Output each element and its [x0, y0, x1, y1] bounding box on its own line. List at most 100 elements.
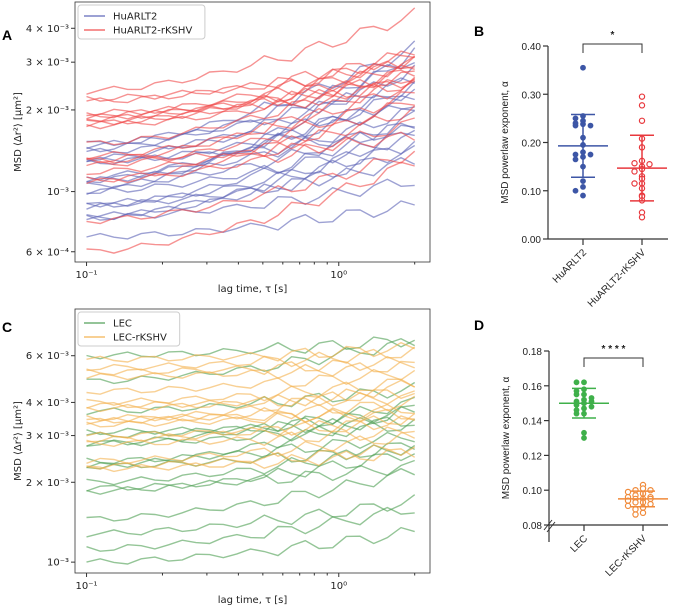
series-line-lec: [86, 336, 416, 360]
y-tick-label: 2 × 10⁻³: [26, 105, 69, 116]
data-point: [580, 178, 586, 185]
panel-d-chart: 0.08 0.10 0.12 0.14 0.16 0.18 MSD powerlaw exp…: [501, 344, 668, 579]
data-point: [632, 511, 639, 518]
series-line-huarlt2-rkshv: [86, 52, 415, 119]
x-axis-label: lag time, τ [s]: [218, 284, 288, 295]
data-point: [587, 151, 594, 158]
series-line-lec: [86, 405, 415, 439]
category-label: HuARLT2-rKSHV: [586, 247, 648, 309]
y-tick-label: 10⁻³: [47, 187, 69, 198]
legend: HuARLT2 HuARLT2-rKSHV: [77, 4, 206, 40]
y-tick-label: 4 × 10⁻³: [26, 24, 69, 35]
series-line-lec: [86, 442, 415, 486]
series-line-huarlt2-rkshv: [86, 91, 415, 167]
data-point: [647, 487, 654, 494]
y-tick-label: 0.14: [523, 417, 543, 428]
data-point: [631, 180, 638, 187]
y-tick-label: 0.16: [523, 382, 543, 393]
series-line-huarlt2: [86, 94, 415, 154]
series-line-lec-rkshv: [86, 355, 415, 376]
data-point: [646, 161, 653, 168]
series-line-lec-rkshv: [86, 341, 415, 363]
panel-letter-b: B: [474, 23, 484, 39]
legend-label: LEC: [113, 319, 132, 330]
data-point: [631, 168, 638, 175]
series-line-huarlt2-rkshv: [86, 161, 415, 254]
data-point: [631, 160, 638, 167]
y-axis-label: MSD powerlaw exponent, α: [500, 81, 511, 204]
series-line-huarlt2-rkshv: [86, 150, 416, 225]
significance-bracket: [582, 43, 643, 53]
series-line-huarlt2-rkshv: [86, 60, 415, 102]
data-point: [572, 151, 579, 158]
legend-label: HuARLT2-rKSHV: [113, 26, 192, 37]
data-point: [638, 214, 646, 221]
data-point: [581, 379, 587, 386]
series-line-lec-rkshv: [86, 448, 416, 473]
y-tick-label: 0.20: [522, 139, 542, 150]
data-point: [588, 403, 595, 410]
panel-letter-d: D: [474, 317, 484, 333]
x-tick-label: 10⁻¹: [76, 270, 98, 281]
data-point: [587, 122, 594, 129]
y-tick-label: 3 × 10⁻³: [26, 431, 69, 442]
data-point: [639, 509, 647, 517]
significance-stars: * * * *: [602, 344, 626, 355]
series-line-lec: [86, 526, 415, 565]
series-line-huarlt2: [86, 178, 415, 221]
series-line-huarlt2-rkshv: [86, 77, 416, 117]
series-line-huarlt2: [86, 132, 415, 221]
panel-a-chart: 4 × 10⁻³ 3 × 10⁻³ 2 × 10⁻³ 10⁻³ 6 × 10⁻⁴ 10⁻¹…: [13, 1, 431, 295]
plot-frame: [74, 1, 431, 263]
data-point: [572, 115, 579, 122]
data-point: [572, 187, 579, 194]
data-point: [624, 488, 632, 496]
series-line-lec-rkshv: [86, 378, 416, 406]
series-line-lec: [86, 431, 415, 465]
y-tick-label: 0.12: [523, 451, 543, 462]
series-line-lec-rkshv: [86, 395, 416, 425]
series-line-lec: [86, 453, 416, 495]
series-line-huarlt2: [86, 156, 416, 208]
series-line-lec: [86, 418, 416, 447]
y-tick-label: 6 × 10⁻³: [26, 351, 69, 362]
x-tick-label: 10⁰: [330, 581, 347, 592]
legend-box: [77, 4, 206, 40]
data-point: [573, 379, 580, 386]
series-line-huarlt2-rkshv: [86, 131, 416, 164]
series-line-huarlt2-rkshv: [86, 50, 415, 104]
y-tick-label: 6 × 10⁻⁴: [26, 247, 69, 258]
legend: LEC LEC-rKSHV: [77, 311, 181, 347]
y-tick-label: 0.40: [522, 42, 542, 53]
y-tick-label: 2 × 10⁻³: [26, 478, 69, 489]
panel-c-chart: 6 × 10⁻³ 4 × 10⁻³ 3 × 10⁻³ 2 × 10⁻³ 10⁻³ 10⁻¹…: [13, 308, 431, 605]
series-line-lec: [86, 467, 415, 522]
legend-label: HuARLT2: [113, 12, 157, 23]
data-point: [624, 502, 632, 510]
y-tick-label: 10⁻³: [47, 558, 69, 569]
data-point: [632, 499, 639, 506]
series-line-huarlt2-rkshv: [86, 117, 415, 185]
data-point: [580, 64, 586, 71]
category-label: LEC-rKSHV: [604, 533, 650, 579]
data-point: [632, 506, 639, 513]
series-line-huarlt2-rkshv: [86, 55, 416, 123]
series-line-lec-rkshv: [86, 389, 415, 413]
series-line-lec-rkshv: [86, 408, 415, 424]
series-line-huarlt2-rkshv: [86, 69, 415, 126]
data-point: [580, 183, 586, 190]
series-line-lec: [86, 494, 416, 538]
series-line-huarlt2-rkshv: [86, 76, 416, 161]
y-tick-label: 0.08: [523, 521, 543, 532]
series-line-lec-rkshv: [86, 368, 416, 395]
data-point: [580, 192, 586, 199]
series-line-huarlt2: [86, 124, 415, 164]
data-point: [573, 410, 580, 417]
series-line-lec-rkshv: [86, 346, 416, 372]
series-line-huarlt2-rkshv: [86, 64, 415, 146]
series-line-huarlt2-rkshv: [86, 7, 416, 95]
data-point: [581, 435, 587, 441]
y-tick-label: 4 × 10⁻³: [26, 398, 69, 409]
series-line-lec-rkshv: [86, 426, 415, 448]
